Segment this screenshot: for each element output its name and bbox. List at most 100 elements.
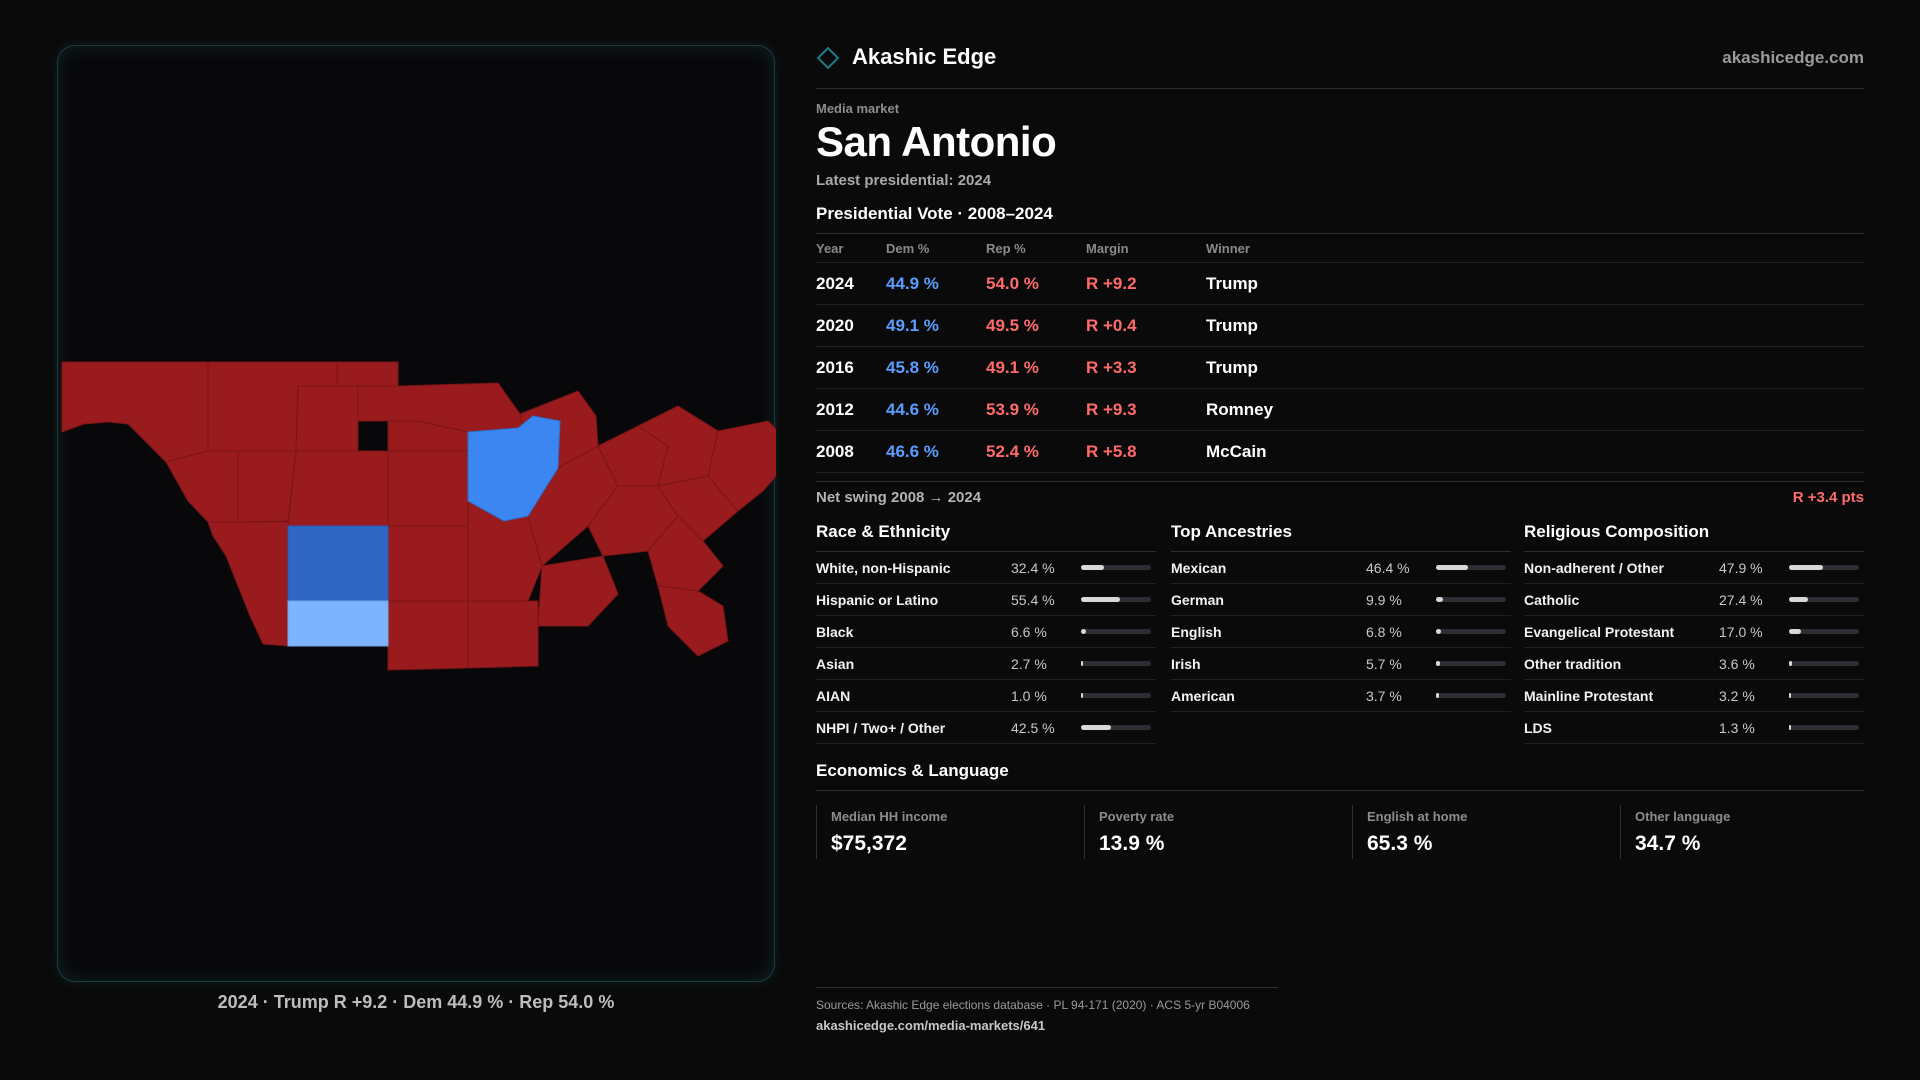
county-karnes[interactable]	[537, 555, 619, 627]
county-kinney[interactable]	[165, 450, 239, 523]
vote-rep: 53.9 %	[986, 388, 1086, 431]
religion-section: Religious Composition Non-adherent / Oth…	[1524, 522, 1864, 744]
list-item: Other tradition 3.6 %	[1524, 648, 1864, 680]
ancestry-section: Top Ancestries Mexican 46.4 % German 9.9 % E…	[1171, 522, 1511, 712]
list-item: American 3.7 %	[1171, 680, 1511, 712]
bar-fill	[1081, 629, 1086, 634]
site-link[interactable]: akashicedge.com	[1722, 48, 1864, 67]
list-item: Asian 2.7 %	[816, 648, 1156, 680]
county-real[interactable]	[237, 450, 297, 523]
vote-winner: Romney	[1206, 388, 1864, 431]
bar-fill	[1789, 597, 1809, 602]
table-row: 2012 44.6 % 53.9 % R +9.3 Romney	[816, 388, 1864, 431]
county-lavaca[interactable]	[657, 475, 739, 542]
bar-track	[1789, 693, 1859, 698]
votes-table: Year Dem % Rep % Margin Winner 2024 44.9 …	[816, 234, 1864, 473]
votes-title: Presidential Vote · 2008–2024	[816, 204, 1053, 223]
bar-fill	[1789, 565, 1823, 570]
ancestry-title: Top Ancestries	[1171, 522, 1292, 541]
vote-winner: McCain	[1206, 430, 1864, 473]
item-value: 55.4 %	[1011, 591, 1055, 608]
bar-track	[1436, 597, 1506, 602]
list-item: Hispanic or Latino 55.4 %	[816, 584, 1156, 616]
county-kimble[interactable]	[336, 361, 399, 389]
county-medina[interactable]	[387, 450, 469, 527]
source-link[interactable]: akashicedge.com/media-markets/641	[816, 1018, 1046, 1033]
bar-fill	[1436, 597, 1443, 602]
table-row: 2024 44.9 % 54.0 % R +9.2 Trump	[816, 262, 1864, 305]
county-bandera[interactable]	[287, 450, 389, 527]
bar-track	[1789, 661, 1859, 666]
item-value: 47.9 %	[1719, 559, 1763, 576]
bar-fill	[1436, 565, 1469, 570]
vote-year: 2016	[816, 346, 886, 389]
col-rep: Rep %	[986, 234, 1086, 263]
item-value: 42.5 %	[1011, 719, 1055, 736]
col-winner: Winner	[1206, 234, 1864, 263]
bar-track	[1081, 629, 1151, 634]
bar-track	[1436, 629, 1506, 634]
bar-fill	[1789, 725, 1791, 730]
bar-fill	[1436, 661, 1440, 666]
county-colorado[interactable]	[707, 420, 776, 512]
item-value: 3.2 %	[1719, 687, 1755, 704]
brand-name: Akashic Edge	[852, 44, 997, 69]
map-caption: 2024 · Trump R +9.2 · Dem 44.9 % · Rep 5…	[217, 992, 615, 1012]
bar-fill	[1436, 629, 1441, 634]
footer-divider	[816, 987, 1278, 988]
brand[interactable]: Akashic Edge	[816, 44, 996, 70]
county-map[interactable]	[58, 46, 776, 983]
list-item: English 6.8 %	[1171, 616, 1511, 648]
county-zavala[interactable]	[287, 600, 389, 647]
race-title: Race & Ethnicity	[816, 522, 951, 541]
item-label: Mainline Protestant	[1524, 687, 1654, 704]
swing-divider	[816, 481, 1864, 482]
list-item: Irish 5.7 %	[1171, 648, 1511, 680]
col-dem: Dem %	[886, 234, 986, 263]
list-item: German 9.9 %	[1171, 584, 1511, 616]
item-label: Catholic	[1524, 591, 1580, 608]
stat-item: Poverty rate 13.9 %	[1084, 805, 1334, 859]
stat-item: English at home 65.3 %	[1352, 805, 1602, 859]
list-item: Catholic 27.4 %	[1524, 584, 1864, 616]
item-value: 6.6 %	[1011, 623, 1047, 640]
bar-fill	[1081, 565, 1104, 570]
item-value: 17.0 %	[1719, 623, 1763, 640]
vote-margin: R +5.8	[1086, 430, 1206, 473]
stat-label: Poverty rate	[1099, 809, 1175, 824]
county-victoria[interactable]	[657, 585, 729, 657]
religion-divider	[1524, 551, 1864, 552]
item-value: 3.7 %	[1366, 687, 1402, 704]
bar-fill	[1789, 629, 1801, 634]
list-item: Black 6.6 %	[816, 616, 1156, 648]
bar-fill	[1081, 597, 1120, 602]
county-bexar[interactable]	[467, 415, 561, 522]
item-label: White, non-Hispanic	[816, 559, 951, 576]
county-atascosa[interactable]	[387, 525, 469, 602]
list-item: Non-adherent / Other 47.9 %	[1524, 552, 1864, 584]
religion-title: Religious Composition	[1524, 522, 1710, 541]
county-maverick[interactable]	[207, 521, 289, 647]
table-row: 2020 49.1 % 49.5 % R +0.4 Trump	[816, 304, 1864, 347]
county-la-salle[interactable]	[387, 600, 469, 671]
table-row: 2016 45.8 % 49.1 % R +3.3 Trump	[816, 346, 1864, 389]
vote-winner: Trump	[1206, 346, 1864, 389]
item-label: Asian	[816, 655, 855, 672]
list-item: Mexican 46.4 %	[1171, 552, 1511, 584]
stat-value: $75,372	[831, 832, 907, 855]
bar-fill	[1789, 661, 1792, 666]
county-mcmullen[interactable]	[467, 600, 539, 669]
list-item: LDS 1.3 %	[1524, 712, 1864, 744]
stat-label: Median HH income	[831, 809, 948, 824]
list-item: NHPI / Two+ / Other 42.5 %	[816, 712, 1156, 744]
economics-title: Economics & Language	[816, 761, 1009, 780]
item-value: 6.8 %	[1366, 623, 1402, 640]
header-divider	[816, 88, 1864, 89]
county-uvalde[interactable]	[287, 525, 389, 602]
diamond-icon	[816, 46, 840, 70]
county-kerr[interactable]	[295, 385, 359, 452]
item-label: NHPI / Two+ / Other	[816, 719, 946, 736]
item-label: Black	[816, 623, 854, 640]
stat-label: Other language	[1635, 809, 1731, 824]
item-label: Non-adherent / Other	[1524, 559, 1665, 576]
